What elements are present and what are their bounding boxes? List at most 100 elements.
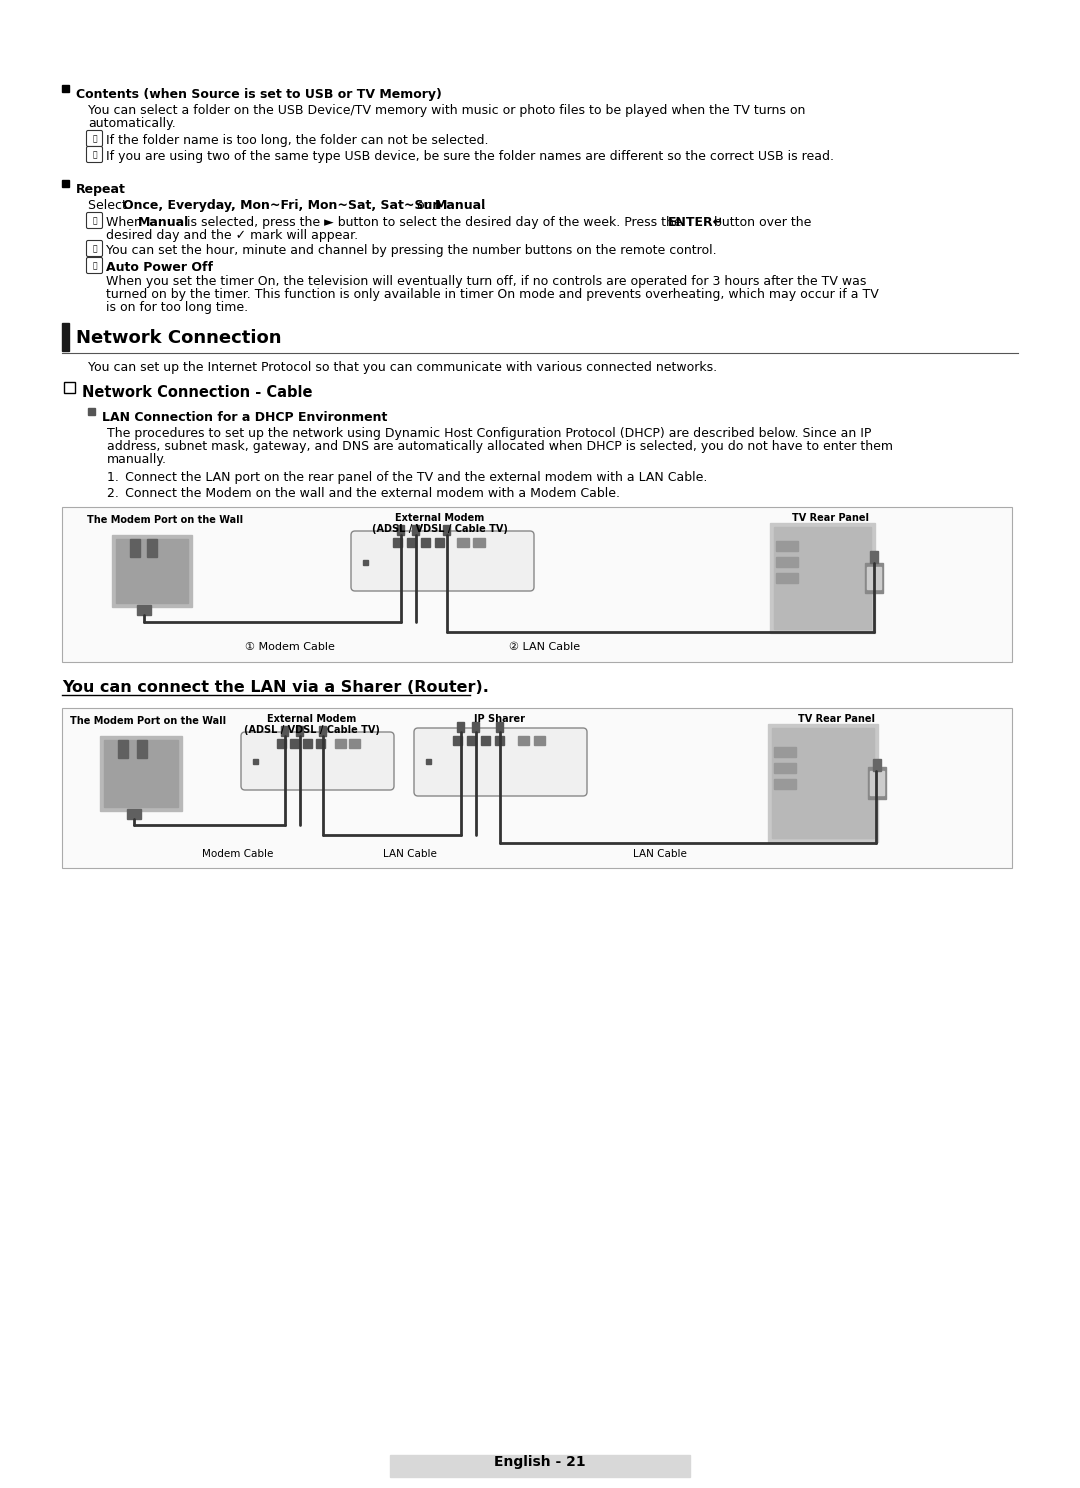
Text: ② LAN Cable: ② LAN Cable <box>510 641 581 652</box>
Text: Manual: Manual <box>138 216 189 229</box>
Bar <box>100 737 183 811</box>
Bar <box>435 539 444 548</box>
Bar <box>319 726 326 737</box>
Text: TV Rear Panel: TV Rear Panel <box>798 714 876 725</box>
Text: turned on by the timer. This function is only available in timer On mode and pre: turned on by the timer. This function is… <box>106 289 879 301</box>
Text: ① Modem Cable: ① Modem Cable <box>245 641 335 652</box>
Bar <box>407 539 416 548</box>
Bar <box>865 562 883 594</box>
Bar <box>467 737 476 745</box>
Text: or: or <box>413 199 434 211</box>
Text: Once, Everyday, Mon~Fri, Mon~Sat, Sat~Sun: Once, Everyday, Mon~Fri, Mon~Sat, Sat~Su… <box>123 199 442 211</box>
FancyBboxPatch shape <box>351 531 534 591</box>
FancyBboxPatch shape <box>86 241 103 256</box>
Text: If you are using two of the same type USB device, be sure the folder names are d: If you are using two of the same type US… <box>106 150 834 164</box>
Bar <box>104 740 178 806</box>
Bar <box>62 507 1012 662</box>
Bar <box>772 728 874 838</box>
Text: automatically.: automatically. <box>87 118 176 129</box>
Bar <box>411 525 419 536</box>
Text: You can set up the Internet Protocol so that you can communicate with various co: You can set up the Internet Protocol so … <box>87 362 717 373</box>
Bar <box>777 557 798 567</box>
Text: button over the: button over the <box>710 216 811 229</box>
Text: LAN Cable: LAN Cable <box>633 850 687 859</box>
Bar <box>316 740 325 748</box>
FancyBboxPatch shape <box>86 257 103 274</box>
Text: Contents (when Source is set to USB or TV Memory): Contents (when Source is set to USB or T… <box>76 88 442 101</box>
Bar <box>112 536 192 607</box>
Bar <box>770 522 875 632</box>
Bar <box>777 573 798 583</box>
FancyBboxPatch shape <box>86 213 103 229</box>
Text: IP Sharer: IP Sharer <box>474 714 526 725</box>
Text: The Modem Port on the Wall: The Modem Port on the Wall <box>70 716 226 726</box>
Bar <box>349 740 360 748</box>
Bar <box>496 722 503 732</box>
Bar <box>393 539 402 548</box>
Bar <box>147 539 157 557</box>
Text: desired day and the ✓ mark will appear.: desired day and the ✓ mark will appear. <box>106 229 359 243</box>
Bar <box>281 726 288 737</box>
Text: When you set the timer On, the television will eventually turn off, if no contro: When you set the timer On, the televisio… <box>106 275 866 289</box>
Text: is on for too long time.: is on for too long time. <box>106 301 248 314</box>
Text: You can set the hour, minute and channel by pressing the number buttons on the r: You can set the hour, minute and channel… <box>106 244 717 257</box>
Bar <box>363 559 368 565</box>
Bar <box>303 740 312 748</box>
Text: TV Rear Panel: TV Rear Panel <box>792 513 868 522</box>
Bar <box>421 539 430 548</box>
Bar <box>62 180 69 187</box>
Bar <box>116 539 188 603</box>
Text: If the folder name is too long, the folder can not be selected.: If the folder name is too long, the fold… <box>106 134 488 147</box>
Bar <box>118 740 129 757</box>
Text: manually.: manually. <box>107 452 167 466</box>
Text: (ADSL / VDSL / Cable TV): (ADSL / VDSL / Cable TV) <box>244 725 380 735</box>
Text: LAN Connection for a DHCP Environment: LAN Connection for a DHCP Environment <box>102 411 388 424</box>
Bar <box>774 527 870 629</box>
Bar <box>62 323 69 351</box>
Text: (ADSL / VDSL / Cable TV): (ADSL / VDSL / Cable TV) <box>373 524 508 534</box>
Text: ENTER↵: ENTER↵ <box>669 216 724 229</box>
Bar <box>137 606 151 615</box>
Bar <box>390 1455 690 1478</box>
Text: Ⓝ: Ⓝ <box>92 260 97 269</box>
Text: Ⓝ: Ⓝ <box>92 244 97 253</box>
Bar <box>774 780 796 789</box>
Text: is selected, press the ► button to select the desired day of the week. Press the: is selected, press the ► button to selec… <box>183 216 686 229</box>
Bar <box>276 740 286 748</box>
FancyBboxPatch shape <box>86 131 103 146</box>
Text: address, subnet mask, gateway, and DNS are automatically allocated when DHCP is : address, subnet mask, gateway, and DNS a… <box>107 440 893 452</box>
Bar <box>868 766 886 799</box>
Bar <box>867 567 881 589</box>
Bar <box>130 539 140 557</box>
Text: Network Connection: Network Connection <box>76 329 282 347</box>
FancyBboxPatch shape <box>241 732 394 790</box>
Bar <box>296 726 303 737</box>
Bar <box>426 759 431 763</box>
Bar <box>62 85 69 92</box>
Text: .: . <box>482 199 486 211</box>
Text: External Modem: External Modem <box>395 513 485 522</box>
FancyBboxPatch shape <box>414 728 588 796</box>
Text: 2. Connect the Modem on the wall and the external modem with a Modem Cable.: 2. Connect the Modem on the wall and the… <box>107 487 620 500</box>
Bar <box>472 722 480 732</box>
Text: Ⓝ: Ⓝ <box>92 150 97 159</box>
Text: Ⓝ: Ⓝ <box>92 216 97 225</box>
Bar <box>473 539 485 548</box>
Text: You can connect the LAN via a Sharer (Router).: You can connect the LAN via a Sharer (Ro… <box>62 680 489 695</box>
Bar <box>534 737 545 745</box>
Bar <box>453 737 462 745</box>
Text: The procedures to set up the network using Dynamic Host Configuration Protocol (: The procedures to set up the network usi… <box>107 427 872 440</box>
Text: External Modem: External Modem <box>268 714 356 725</box>
Bar <box>87 408 95 415</box>
Bar <box>443 525 450 536</box>
Bar <box>253 759 258 763</box>
Bar <box>457 539 469 548</box>
Text: When: When <box>106 216 146 229</box>
Text: You can select a folder on the USB Device/TV memory with music or photo files to: You can select a folder on the USB Devic… <box>87 104 806 118</box>
Bar <box>64 382 75 393</box>
Text: Ⓝ: Ⓝ <box>92 134 97 143</box>
Bar <box>870 551 878 562</box>
Bar <box>774 747 796 757</box>
Bar <box>291 740 299 748</box>
Bar <box>774 763 796 772</box>
